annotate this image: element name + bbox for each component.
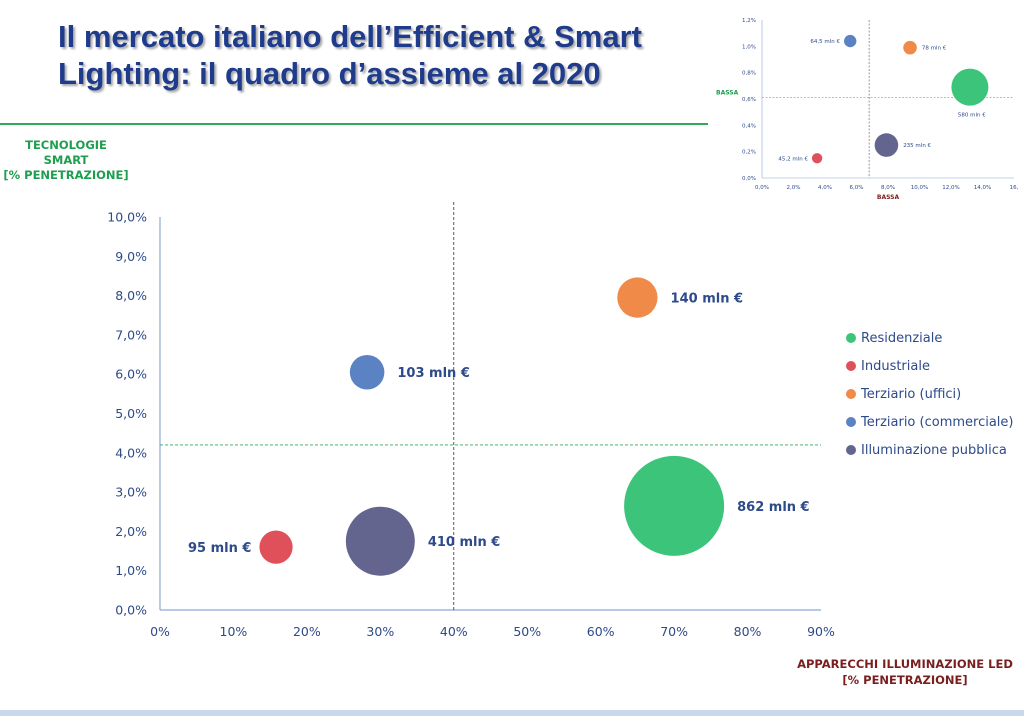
y-tick-label: 6,0% (115, 367, 147, 382)
bubble-residenziale (624, 455, 725, 556)
y-tick-label: 1,0% (115, 563, 147, 578)
legend-label: Terziario (uffici) (861, 386, 962, 402)
y-tick-label: 3,0% (115, 485, 147, 500)
bubble-terziario-commerciale (349, 354, 385, 390)
bubble-data-label: 95 mln € (188, 541, 251, 556)
legend-marker (846, 417, 856, 427)
inset-x-tick-label: 10,0% (911, 185, 928, 191)
inset-bubble-data-label: 235 mln € (903, 143, 931, 149)
legend-item-residenziale[interactable]: Residenziale (846, 324, 1013, 352)
inset-x-tick-label: 16, (1010, 185, 1019, 191)
x-tick-label: 20% (293, 624, 321, 639)
legend-item-terziario-uffici[interactable]: Terziario (uffici) (846, 380, 1013, 408)
y-axis-title: TECNOLOGIE SMART [% PENETRAZIONE] (0, 138, 132, 183)
bubble-industriale (259, 530, 293, 564)
legend-marker (846, 389, 856, 399)
legend-marker (846, 333, 856, 343)
x-axis-title-line: APPARECCHI ILLUMINAZIONE LED (797, 657, 1013, 671)
y-tick-label: 10,0% (107, 210, 147, 225)
x-tick-label: 80% (734, 624, 762, 639)
inset-bubble-industriale (811, 153, 823, 164)
y-axis-title-line: SMART (43, 153, 89, 167)
x-tick-label: 60% (587, 624, 615, 639)
legend-item-terziario-commerciale[interactable]: Terziario (commerciale) (846, 408, 1013, 436)
y-tick-label: 8,0% (115, 288, 147, 303)
inset-y-tick-label: 1,2% (742, 18, 756, 24)
legend-label: Illuminazione pubblica (861, 442, 1007, 458)
inset-bubble-data-label: 580 mln € (958, 113, 986, 119)
page-title: Il mercato italiano dell’Efficient & Sma… (58, 19, 642, 91)
inset-x-tick-label: 4,0% (818, 185, 832, 191)
x-tick-label: 30% (366, 624, 394, 639)
y-tick-label: 4,0% (115, 445, 147, 460)
inset-bubble-terziario-uffici (903, 40, 917, 55)
inset-y-tick-label: 0,8% (742, 71, 756, 77)
bubble-terziario-uffici (617, 277, 658, 318)
inset-x-tick-label: 8,0% (881, 185, 895, 191)
title-underline (0, 123, 708, 125)
bubble-data-label: 103 mln € (397, 366, 470, 381)
inset-bubble-data-label: 45,2 mln € (778, 156, 808, 162)
inset-x-tick-label: 0,0% (755, 185, 769, 191)
y-axis-title-line: TECNOLOGIE (25, 138, 107, 152)
x-tick-label: 0% (150, 624, 170, 639)
inset-x-axis-title: BASSA (877, 194, 900, 201)
y-tick-label: 9,0% (115, 249, 147, 264)
inset-x-tick-label: 12,0% (942, 185, 959, 191)
footer-bar (0, 710, 1024, 716)
legend-marker (846, 445, 856, 455)
inset-y-tick-label: 0,4% (742, 123, 756, 129)
bubble-data-label: 140 mln € (671, 292, 744, 307)
x-tick-label: 90% (807, 624, 835, 639)
legend-label: Industriale (861, 358, 930, 374)
legend-item-industriale[interactable]: Industriale (846, 352, 1013, 380)
legend-label: Residenziale (861, 330, 943, 346)
inset-bubble-terziario-commerciale (844, 34, 857, 48)
y-tick-label: 7,0% (115, 327, 147, 342)
inset-bubble-data-label: 78 mln € (922, 46, 947, 52)
x-axis-title-line: [% PENETRAZIONE] (842, 673, 968, 687)
bubble-data-label: 410 mln € (428, 535, 501, 550)
bubble-illuminazione-pubblica (345, 506, 415, 576)
y-tick-label: 0,0% (115, 603, 147, 618)
inset-x-tick-label: 14,0% (974, 185, 991, 191)
x-tick-label: 40% (440, 624, 468, 639)
chart-legend: Residenziale Industriale Terziario (uffi… (846, 324, 1013, 464)
x-tick-label: 70% (660, 624, 688, 639)
inset-bubble-illuminazione-pubblica (874, 133, 899, 157)
legend-label: Terziario (commerciale) (861, 414, 1014, 430)
inset-x-tick-label: 6,0% (850, 185, 864, 191)
x-tick-label: 50% (513, 624, 541, 639)
inset-y-tick-label: 0,6% (742, 97, 756, 103)
y-tick-label: 2,0% (115, 524, 147, 539)
x-axis-title: APPARECCHI ILLUMINAZIONE LED [% PENETRAZ… (780, 656, 1024, 688)
y-tick-label: 5,0% (115, 406, 147, 421)
inset-bubble-data-label: 64,5 mln € (810, 39, 840, 45)
inset-y-tick-label: 1,0% (742, 44, 756, 50)
y-axis-title-line: [% PENETRAZIONE] (3, 168, 129, 182)
x-tick-label: 10% (220, 624, 248, 639)
legend-item-illuminazione-pubblica[interactable]: Illuminazione pubblica (846, 436, 1013, 464)
legend-marker (846, 361, 856, 371)
inset-bubble-residenziale (951, 68, 989, 106)
inset-y-tick-label: 0,2% (742, 150, 756, 156)
inset-y-tick-label: 0,0% (742, 176, 756, 182)
bubble-data-label: 862 mln € (737, 500, 810, 515)
inset-y-axis-title: BASSA (716, 90, 739, 97)
inset-x-tick-label: 2,0% (787, 185, 801, 191)
